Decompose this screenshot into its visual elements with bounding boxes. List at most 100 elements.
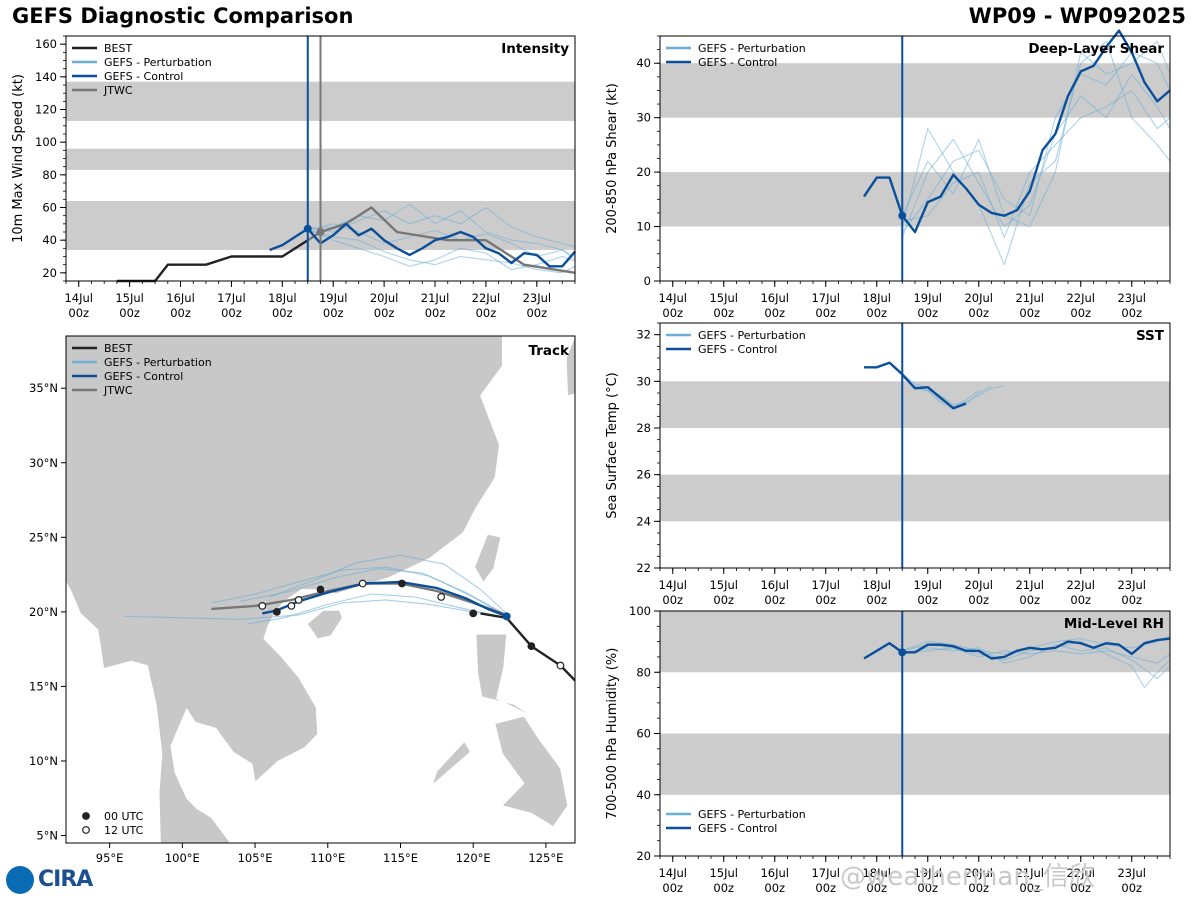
mainland-asia — [66, 336, 503, 843]
noaa-icon — [6, 866, 34, 894]
intensity-series-jtwc — [307, 206, 576, 274]
rh-xtick-label: 20Jul 00z — [964, 866, 993, 895]
intensity-ytick-label: 100 — [35, 135, 57, 149]
intensity-xtick-label: 18Jul 00z — [268, 291, 297, 320]
rh-xtick-label: 17Jul 00z — [811, 866, 840, 895]
sst-xtick-label: 20Jul 00z — [964, 578, 993, 607]
rh-band — [660, 611, 1170, 673]
intensity-series-perturbation — [307, 229, 576, 274]
shear-ytick-label: 20 — [636, 165, 651, 179]
palawan-island — [431, 741, 471, 786]
shear-band — [660, 63, 1170, 118]
track-ytick-label: 25°N — [29, 530, 58, 544]
rh-series-perturbation — [902, 644, 1171, 679]
shear-series-perturbation — [901, 73, 1171, 238]
shear-ytick-label: 40 — [636, 56, 651, 70]
intensity-xtick-label: 17Jul 00z — [217, 291, 246, 320]
sst-xtick-label: 21Jul 00z — [1015, 578, 1044, 607]
intensity-legend-label: GEFS - Control — [104, 70, 183, 83]
sst-xtick-label: 23Jul 00z — [1117, 578, 1146, 607]
track-xtick-label: 125°E — [528, 851, 563, 865]
cira-logo: CIRA — [6, 866, 93, 894]
rh-xtick-label: 18Jul 00z — [862, 866, 891, 895]
rh-series-perturbation — [902, 647, 1171, 664]
taiwan-island — [474, 533, 502, 583]
sst-ytick-label: 26 — [636, 468, 651, 482]
sst-xtick-label: 16Jul 00z — [760, 578, 789, 607]
track-xtick-label: 120°E — [456, 851, 491, 865]
sst-band — [660, 474, 1170, 522]
rh-xtick-label: 21Jul 00z — [1015, 866, 1044, 895]
track-xtick-label: 100°E — [165, 851, 200, 865]
shear-xtick-label: 18Jul 00z — [862, 291, 891, 320]
rh-legend-label: GEFS - Perturbation — [698, 808, 806, 821]
shear-xtick-label: 14Jul 00z — [658, 291, 687, 320]
track-legend-label: BEST — [104, 342, 132, 355]
intensity-legend-label: BEST — [104, 42, 132, 55]
sst-series-gefs-control — [864, 361, 967, 410]
sst-ytick-label: 22 — [636, 561, 651, 575]
intensity-xtick-label: 14Jul 00z — [64, 291, 93, 320]
shear-xtick-label: 20Jul 00z — [964, 291, 993, 320]
sst-xtick-label: 15Jul 00z — [709, 578, 738, 607]
track-marker-legend-label: 12 UTC — [104, 824, 144, 837]
rh-xtick-label: 14Jul 00z — [658, 866, 687, 895]
track-title: Track — [529, 343, 570, 359]
rh-xtick-label: 15Jul 00z — [709, 866, 738, 895]
track-00utc-marker — [316, 585, 325, 594]
shear-series-perturbation — [901, 40, 1171, 266]
track-12utc-marker — [294, 596, 303, 604]
track-perturbation — [269, 554, 507, 614]
intensity-ytick-label: 120 — [35, 103, 57, 117]
shear-xtick-label: 15Jul 00z — [709, 291, 738, 320]
track-perturbation — [247, 593, 507, 625]
intensity-series-best — [116, 239, 309, 283]
track-ytick-label: 35°N — [29, 381, 58, 395]
sst-ytick-label: 24 — [636, 514, 651, 528]
shear-series-perturbation — [901, 51, 1171, 233]
intensity-xtick-label: 23Jul 00z — [523, 291, 552, 320]
rh-ytick-label: 60 — [636, 727, 651, 741]
intensity-xtick-label: 19Jul 00z — [319, 291, 348, 320]
sst-xtick-label: 14Jul 00z — [658, 578, 687, 607]
hainan-island — [306, 610, 343, 640]
track-perturbation — [240, 568, 507, 616]
rh-ytick-label: 40 — [636, 788, 651, 802]
shear-xtick-label: 22Jul 00z — [1066, 291, 1095, 320]
rh-band — [660, 733, 1170, 795]
watermark: @weatherman_信欣 — [840, 862, 1095, 892]
intensity-xtick-label: 21Jul 00z — [421, 291, 450, 320]
intensity-xtick-label: 15Jul 00z — [115, 291, 144, 320]
shear-xtick-label: 16Jul 00z — [760, 291, 789, 320]
track-xtick-label: 115°E — [383, 851, 418, 865]
rh-ytick-label: 80 — [636, 665, 651, 679]
korea-peninsula — [565, 336, 575, 397]
shear-ytick-label: 10 — [636, 220, 651, 234]
rh-series-gefs-control — [863, 637, 1171, 660]
sst-frame — [659, 322, 1171, 569]
sst-ytick-label: 32 — [636, 328, 651, 342]
shear-xtick-label: 19Jul 00z — [913, 291, 942, 320]
rh-xtick-label: 19Jul 00z — [913, 866, 942, 895]
intensity-series-perturbation — [307, 228, 576, 271]
track-map — [66, 336, 575, 843]
shear-title: Deep-Layer Shear — [1028, 41, 1164, 57]
shear-band — [660, 172, 1170, 227]
intensity-title: Intensity — [501, 41, 569, 57]
rh-xtick-label: 16Jul 00z — [760, 866, 789, 895]
sst-xtick-label: 17Jul 00z — [811, 578, 840, 607]
intensity-legend-label: GEFS - Perturbation — [104, 56, 212, 69]
sst-legend-label: GEFS - Control — [698, 343, 777, 356]
track-init-marker — [502, 612, 511, 621]
rh-series-perturbation — [902, 635, 1171, 655]
track-ytick-label: 10°N — [29, 754, 58, 768]
shear-xtick-label: 21Jul 00z — [1015, 291, 1044, 320]
intensity-ylabel: 10m Max Wind Speed (kt) — [11, 74, 26, 243]
intensity-ytick-label: 60 — [42, 201, 57, 215]
track-ytick-label: 30°N — [29, 456, 58, 470]
shear-ytick-label: 0 — [644, 274, 651, 288]
intensity-legend-label: JTWC — [103, 84, 133, 97]
track-12utc-marker — [287, 602, 296, 610]
sst-xtick-label: 22Jul 00z — [1066, 578, 1095, 607]
